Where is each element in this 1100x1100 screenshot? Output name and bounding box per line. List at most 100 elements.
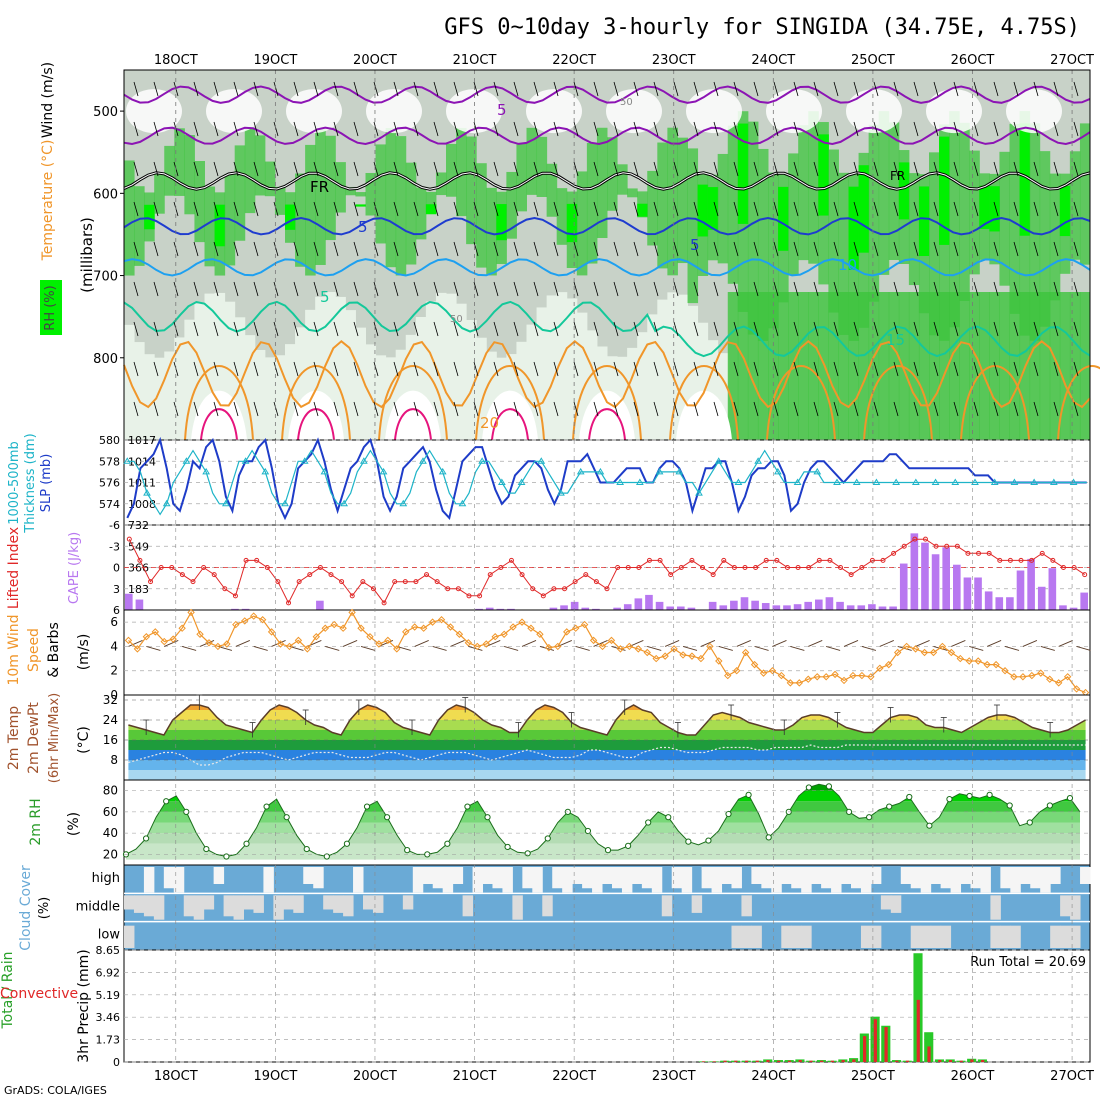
upper-wind-barb bbox=[833, 361, 839, 377]
rh-line bbox=[125, 783, 1081, 858]
wind-speed-marker bbox=[419, 624, 428, 632]
wind-tick: 0 bbox=[110, 688, 118, 702]
wind-speed-marker bbox=[205, 639, 213, 647]
isotherm-line-mid5 bbox=[123, 126, 1091, 146]
cloud-high-cell bbox=[621, 867, 633, 893]
upper-wind-barb bbox=[413, 201, 419, 217]
upper-wind-barb bbox=[393, 201, 399, 217]
wind-speed-marker bbox=[563, 628, 571, 636]
upper-wind-barb bbox=[693, 401, 699, 417]
upper-wind-barb bbox=[753, 81, 759, 97]
wind-speed-marker bbox=[428, 618, 437, 626]
upper-wind-barb bbox=[273, 121, 279, 137]
upper-wind-barb bbox=[513, 401, 519, 417]
upperair-ytick: 700 bbox=[93, 270, 118, 285]
rh-dry-patch bbox=[526, 89, 582, 134]
rh-marker bbox=[303, 845, 310, 853]
lifted-index-marker bbox=[572, 579, 578, 585]
upper-wind-barb bbox=[693, 321, 699, 337]
upper-wind-barb bbox=[1033, 361, 1039, 377]
cape-bar bbox=[1069, 607, 1078, 610]
lifted-index-marker bbox=[1082, 572, 1088, 578]
upper-wind-barb bbox=[233, 281, 239, 297]
rh-dry-cell bbox=[456, 303, 467, 440]
lifted-index-marker bbox=[349, 593, 355, 599]
rh-marker bbox=[444, 840, 451, 847]
upper-wind-barb bbox=[233, 161, 239, 177]
lifted-index-marker bbox=[838, 565, 844, 570]
rh-band-cell bbox=[254, 135, 266, 196]
isotherm-hot-lobe bbox=[588, 408, 626, 441]
wind-speed-marker bbox=[715, 657, 723, 665]
rh-marker bbox=[986, 791, 993, 798]
upper-wind-barb bbox=[253, 121, 259, 137]
rh-band-cell bbox=[375, 144, 387, 244]
upper-wind-barb bbox=[693, 361, 699, 377]
cloud-high-cell bbox=[412, 867, 424, 893]
rh-marker bbox=[142, 835, 150, 842]
thickness-tick: 580 bbox=[99, 434, 120, 447]
upper-wind-barb bbox=[653, 121, 659, 137]
thickness-marker bbox=[300, 457, 309, 464]
upper-wind-barb bbox=[453, 241, 459, 257]
upper-wind-barb bbox=[533, 121, 539, 137]
rh-dry-cell bbox=[164, 351, 175, 440]
upper-wind-barb bbox=[613, 201, 619, 217]
cape-bar bbox=[825, 597, 834, 610]
cloud-middle-cell bbox=[233, 895, 245, 920]
rh-moist-cell bbox=[355, 204, 366, 207]
upper-wind-barb bbox=[573, 81, 579, 97]
lifted-index-marker bbox=[232, 593, 238, 599]
upper-wind-barb bbox=[873, 201, 879, 217]
cape-bar bbox=[899, 563, 908, 610]
cape-bar bbox=[581, 607, 590, 610]
upper-wind-barb bbox=[533, 161, 539, 177]
upper-wind-barb bbox=[273, 201, 279, 217]
wind-speed-marker bbox=[473, 642, 482, 651]
rh-lower-cell bbox=[838, 292, 849, 440]
isotherm-warm-lobe bbox=[475, 365, 545, 441]
lifted-index-marker bbox=[986, 550, 992, 556]
isotherm-label: FR bbox=[310, 178, 329, 196]
cloud-high-cell bbox=[482, 867, 493, 884]
cloud-high-cell bbox=[502, 867, 513, 893]
rh-dry-cell bbox=[134, 342, 145, 440]
top-date-tick: 19OCT bbox=[253, 53, 297, 68]
wind-speed-marker bbox=[330, 620, 338, 629]
upper-wind-barb bbox=[633, 201, 639, 217]
cloud-middle-cell bbox=[1060, 895, 1071, 917]
upper-wind-barb bbox=[573, 401, 579, 417]
wind-speed-marker bbox=[759, 669, 768, 677]
upper-wind-barb bbox=[853, 281, 859, 297]
wind-speed-marker bbox=[1001, 667, 1009, 675]
cloud-low-cell bbox=[751, 925, 762, 948]
lifted-index-marker bbox=[615, 565, 621, 570]
rh-moist-cell bbox=[707, 187, 719, 230]
thickness-marker bbox=[162, 499, 171, 507]
thickness-marker bbox=[695, 489, 703, 496]
surface-warm-lobe bbox=[385, 390, 441, 440]
isotherm-warm-lobe bbox=[184, 365, 254, 441]
cape-bar bbox=[634, 598, 643, 610]
cloud-high-cell bbox=[572, 867, 583, 884]
rh-dry-cell bbox=[586, 330, 598, 440]
upper-wind-barb bbox=[973, 241, 979, 257]
temp-label-2: 2m DewPt bbox=[26, 702, 42, 774]
wind-label-2: Speed bbox=[26, 628, 42, 672]
cape-bar bbox=[761, 603, 770, 610]
cloud-low-cell bbox=[801, 925, 812, 948]
wind-speed-marker bbox=[187, 608, 195, 617]
rh-dry-cell bbox=[647, 314, 658, 440]
wind-speed-marker bbox=[661, 652, 669, 660]
isotherm-warm-lobe bbox=[669, 365, 739, 441]
upper-wind-barb bbox=[773, 361, 779, 377]
rh-tick: 20 bbox=[103, 847, 118, 861]
upper-wind-barb bbox=[413, 161, 419, 177]
upper-wind-barb bbox=[793, 161, 799, 177]
upper-wind-barb bbox=[833, 121, 839, 137]
rh-band-cell bbox=[607, 137, 618, 211]
upper-wind-barb bbox=[133, 81, 139, 97]
cloud-high-cell bbox=[1040, 867, 1051, 893]
rh-band-cell bbox=[154, 174, 165, 214]
thickness-marker bbox=[773, 467, 782, 475]
